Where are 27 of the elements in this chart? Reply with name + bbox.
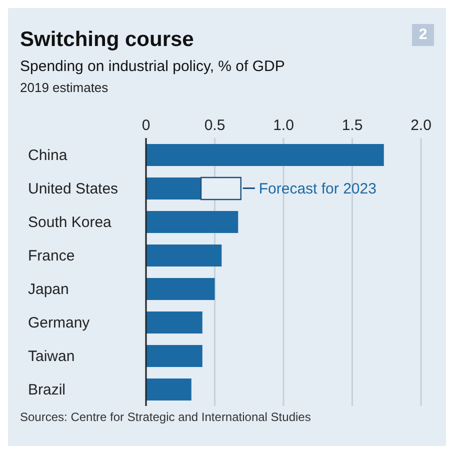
x-tick-label: 0.5 bbox=[204, 117, 226, 134]
bar bbox=[146, 211, 238, 233]
bar bbox=[146, 378, 192, 400]
y-tick-label: France bbox=[28, 247, 75, 264]
annotation: Forecast for 2023 bbox=[258, 180, 376, 198]
bar bbox=[146, 278, 215, 300]
text: 2019 estimates bbox=[20, 80, 108, 95]
bar bbox=[146, 178, 201, 200]
x-tick-label: 1.5 bbox=[342, 117, 363, 134]
x-tick-label: 2.0 bbox=[410, 117, 432, 134]
y-tick-label: South Korea bbox=[28, 214, 112, 231]
source-note: Sources: Centre for Strategic and International Studies bbox=[20, 410, 312, 425]
chart-title: Switching course bbox=[20, 28, 194, 52]
y-tick-label: Taiwan bbox=[28, 348, 75, 365]
y-tick-label: China bbox=[28, 146, 68, 164]
y-tick-label: United States bbox=[28, 180, 118, 198]
x-tick-label: 0 bbox=[142, 117, 150, 134]
x-tick-label: 1.0 bbox=[273, 117, 294, 134]
text: 2 bbox=[412, 24, 434, 46]
y-tick-label: Japan bbox=[28, 280, 69, 298]
bar bbox=[146, 244, 222, 266]
bar bbox=[146, 345, 202, 367]
y-tick-label: Brazil bbox=[28, 381, 66, 398]
y-tick-label: Germany bbox=[28, 314, 90, 332]
bar bbox=[146, 144, 384, 166]
bar bbox=[146, 312, 202, 334]
chart-subtitle: Spending on industrial policy, % of GDP bbox=[20, 58, 285, 75]
